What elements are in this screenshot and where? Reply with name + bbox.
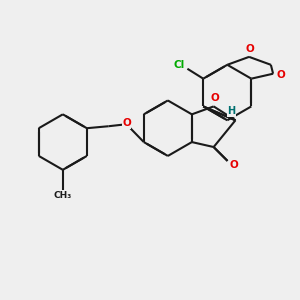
Text: O: O [246, 44, 254, 54]
Text: Cl: Cl [174, 60, 185, 70]
Text: CH₃: CH₃ [54, 191, 72, 200]
Text: O: O [277, 70, 285, 80]
Text: O: O [229, 160, 238, 170]
Text: H: H [227, 106, 235, 116]
Text: O: O [122, 118, 131, 128]
Text: O: O [210, 94, 219, 103]
